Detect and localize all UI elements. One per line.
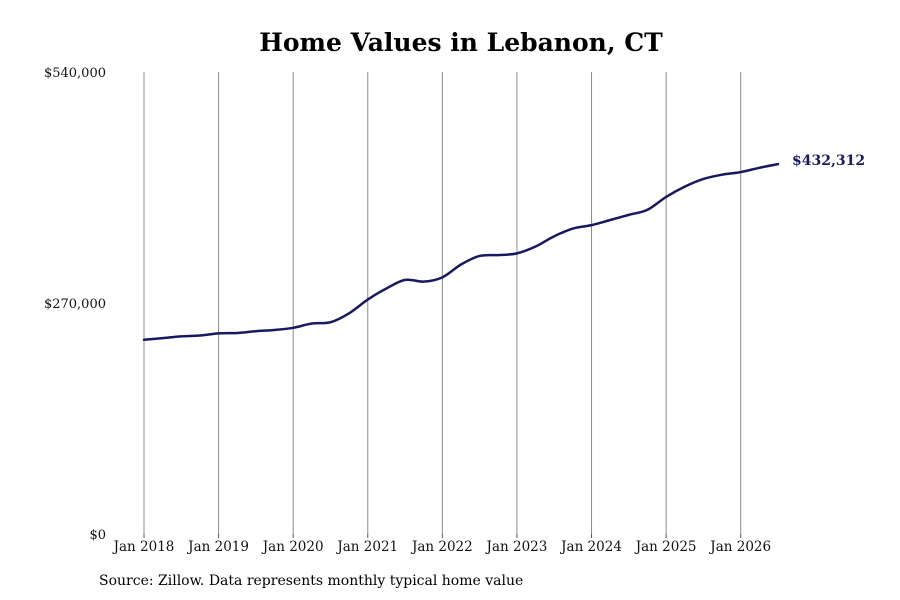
x-tick-label-5: Jan 2023 <box>485 539 548 555</box>
chart-title: Home Values in Lebanon, CT <box>259 28 663 57</box>
series-line-0 <box>142 162 780 342</box>
series-layer <box>142 162 780 342</box>
y-tick-label-2: $540,000 <box>44 66 106 81</box>
x-tick-label-4: Jan 2022 <box>410 539 473 555</box>
source-note: Source: Zillow. Data represents monthly … <box>99 573 524 589</box>
grid-lines <box>143 72 742 534</box>
y-tick-label-0: $0 <box>89 528 106 543</box>
y-tick-label-1: $270,000 <box>44 297 106 312</box>
y-axis-ticks: $0 $270,000 $540,000 <box>44 66 106 543</box>
x-tick-label-1: Jan 2019 <box>186 539 249 555</box>
end-value-label: $432,312 <box>792 153 865 169</box>
x-tick-label-6: Jan 2024 <box>559 539 622 555</box>
x-tick-label-0: Jan 2018 <box>112 539 175 555</box>
x-tick-label-7: Jan 2025 <box>634 539 697 555</box>
annotations: $432,312 <box>792 153 865 169</box>
x-axis-ticks: Jan 2018 Jan 2019 Jan 2020 Jan 2021 Jan 2022… <box>112 534 771 555</box>
x-tick-label-8: Jan 2026 <box>708 539 771 555</box>
x-tick-label-2: Jan 2020 <box>261 539 324 555</box>
x-tick-label-3: Jan 2021 <box>335 539 398 555</box>
